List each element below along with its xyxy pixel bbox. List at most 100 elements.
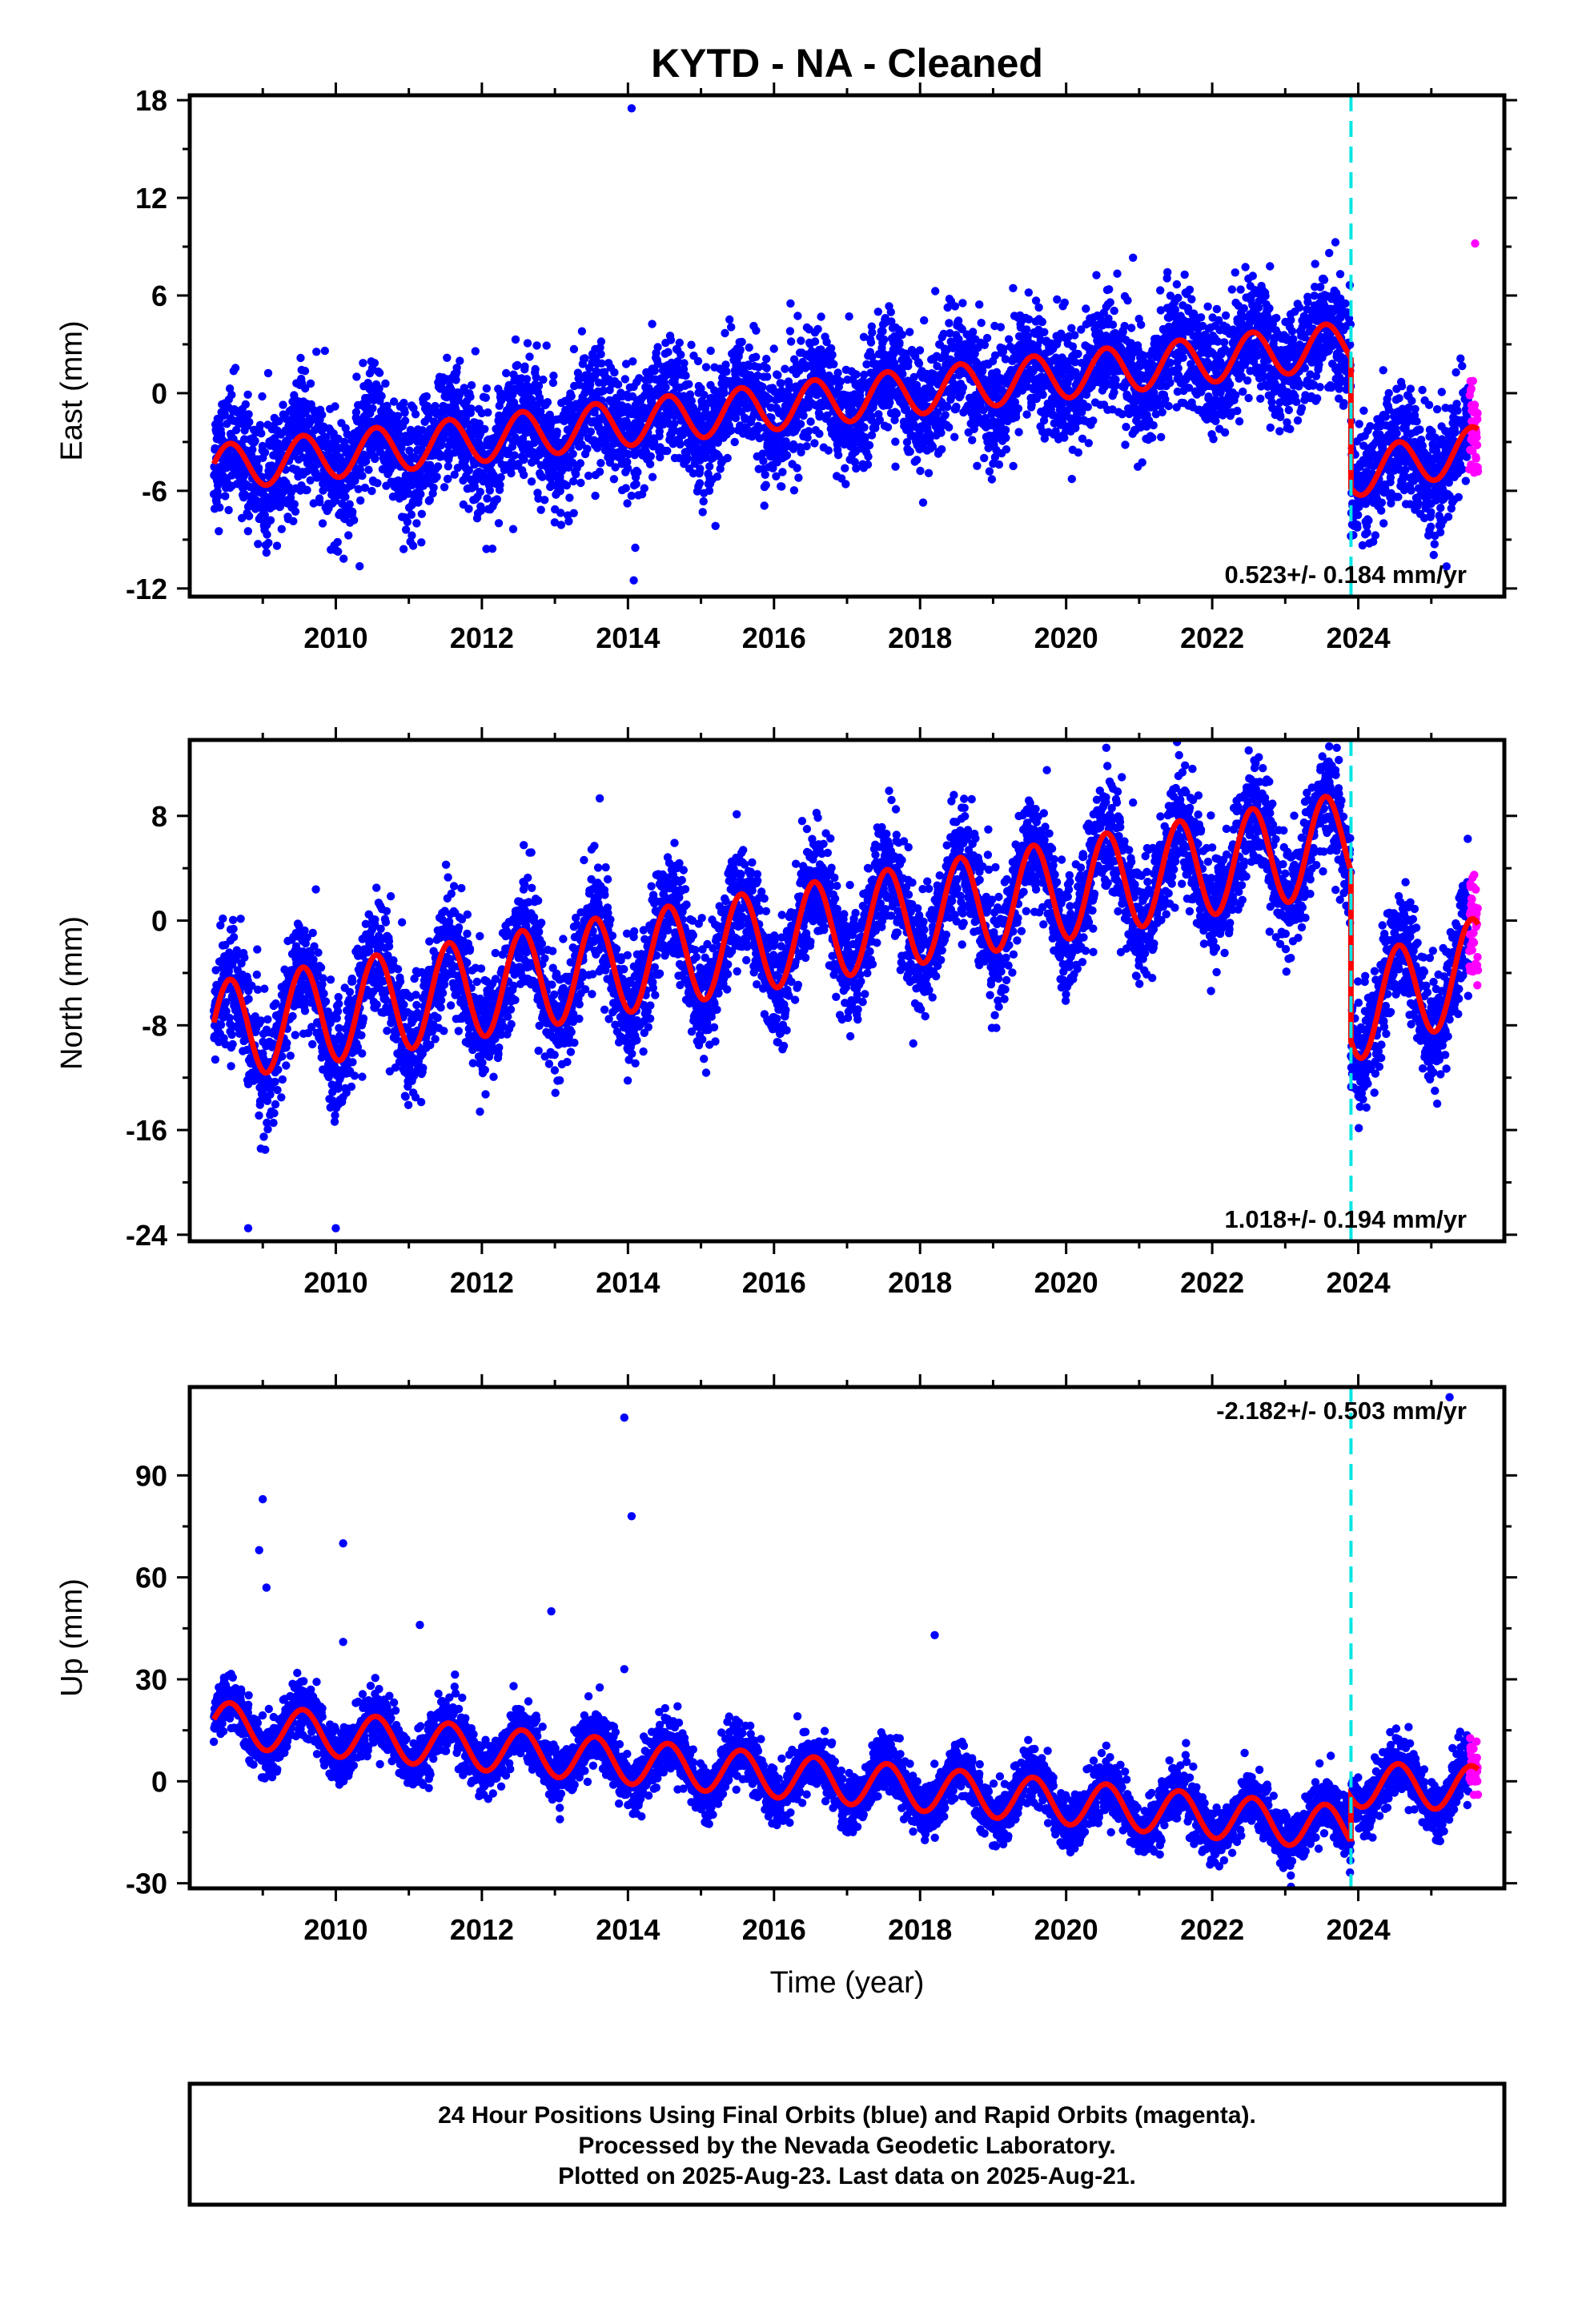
final-orbit-point bbox=[841, 464, 849, 472]
final-orbit-point bbox=[237, 513, 247, 523]
final-orbit-point bbox=[802, 442, 811, 451]
final-orbit-point bbox=[331, 402, 339, 411]
final-orbit-point bbox=[296, 353, 305, 363]
final-orbit-point bbox=[911, 412, 920, 421]
final-orbit-point bbox=[752, 326, 761, 335]
final-orbit-point bbox=[400, 408, 409, 417]
final-orbit-point bbox=[543, 398, 552, 407]
final-orbit-point bbox=[1166, 358, 1174, 368]
final-orbit-point bbox=[1166, 378, 1174, 388]
final-orbit-point bbox=[1237, 372, 1247, 381]
final-orbit-point bbox=[653, 360, 662, 368]
final-orbit-point bbox=[916, 466, 925, 476]
final-orbit-point bbox=[464, 452, 473, 461]
final-orbit-point bbox=[1149, 420, 1158, 430]
final-orbit-point bbox=[257, 429, 266, 438]
final-orbit-point bbox=[864, 452, 873, 461]
final-orbit-point bbox=[1180, 270, 1189, 279]
final-orbit-point bbox=[341, 493, 350, 501]
final-orbit-point bbox=[417, 538, 426, 547]
final-orbit-point bbox=[883, 423, 893, 432]
final-orbit-point bbox=[1040, 328, 1049, 336]
final-orbit-point bbox=[975, 300, 984, 309]
final-orbit-point bbox=[1060, 433, 1069, 442]
final-orbit-point bbox=[289, 517, 298, 525]
final-orbit-point bbox=[409, 404, 418, 412]
final-orbit-point bbox=[623, 464, 632, 472]
final-orbit-point bbox=[456, 356, 464, 365]
final-orbit-point bbox=[931, 287, 940, 296]
final-orbit-point bbox=[244, 512, 254, 521]
final-orbit-point bbox=[405, 446, 414, 455]
final-orbit-point bbox=[352, 372, 361, 381]
final-orbit-point bbox=[400, 398, 408, 408]
final-orbit-point bbox=[244, 410, 253, 419]
final-orbit-point bbox=[1209, 435, 1218, 444]
final-orbit-point bbox=[850, 457, 860, 467]
final-orbit-point bbox=[697, 384, 705, 393]
final-orbit-point bbox=[389, 397, 399, 406]
final-orbit-point bbox=[777, 379, 785, 388]
final-orbit-point bbox=[898, 369, 907, 379]
final-orbit-point bbox=[1212, 304, 1222, 314]
final-orbit-point bbox=[789, 486, 799, 495]
final-orbit-point bbox=[1213, 337, 1223, 346]
final-orbit-point bbox=[552, 427, 561, 436]
final-orbit-point bbox=[393, 412, 403, 420]
final-orbit-point bbox=[685, 380, 693, 388]
final-orbit-point bbox=[815, 429, 824, 438]
final-orbit-point bbox=[1121, 440, 1130, 449]
final-orbit-point bbox=[354, 485, 363, 493]
final-orbit-point bbox=[467, 380, 476, 390]
final-orbit-point bbox=[1216, 360, 1226, 368]
final-orbit-point bbox=[817, 312, 825, 321]
final-orbit-point bbox=[727, 323, 736, 332]
final-orbit-point bbox=[584, 471, 593, 480]
final-orbit-point bbox=[675, 338, 684, 348]
final-orbit-point bbox=[685, 390, 695, 399]
final-orbit-point bbox=[980, 453, 989, 463]
final-orbit-point bbox=[1031, 296, 1041, 305]
final-orbit-point bbox=[407, 510, 416, 519]
final-orbit-point bbox=[646, 452, 655, 460]
final-orbit-point bbox=[264, 538, 273, 548]
final-orbit-point bbox=[1014, 428, 1023, 436]
final-orbit-point bbox=[464, 505, 473, 513]
final-orbit-point bbox=[444, 474, 452, 484]
final-orbit-point bbox=[781, 364, 789, 373]
final-orbit-point bbox=[887, 317, 896, 326]
final-orbit-point bbox=[318, 410, 327, 420]
final-orbit-point bbox=[891, 462, 900, 471]
final-orbit-point bbox=[470, 482, 479, 491]
final-orbit-point bbox=[736, 345, 745, 354]
final-orbit-point bbox=[532, 373, 540, 382]
final-orbit-point bbox=[994, 460, 1004, 469]
final-orbit-point bbox=[799, 411, 808, 420]
final-orbit-point bbox=[1054, 336, 1062, 345]
final-orbit-point bbox=[1163, 267, 1172, 277]
final-orbit-point bbox=[1113, 269, 1122, 278]
final-orbit-point bbox=[370, 359, 379, 368]
final-orbit-point bbox=[221, 492, 230, 501]
final-orbit-point bbox=[266, 516, 275, 525]
final-orbit-point bbox=[452, 364, 461, 372]
final-orbit-point bbox=[1089, 416, 1098, 425]
final-orbit-point bbox=[1196, 313, 1206, 322]
final-orbit-point bbox=[1077, 325, 1086, 334]
final-orbit-point bbox=[1172, 279, 1182, 289]
final-orbit-point bbox=[277, 525, 286, 533]
final-orbit-point bbox=[1051, 427, 1060, 436]
final-orbit-point bbox=[762, 355, 771, 364]
final-orbit-point bbox=[536, 407, 545, 416]
final-orbit-point bbox=[689, 468, 698, 478]
final-orbit-point bbox=[982, 333, 992, 343]
final-orbit-point bbox=[243, 390, 252, 399]
final-orbit-point bbox=[336, 444, 345, 452]
final-orbit-point bbox=[412, 519, 421, 528]
final-orbit-point bbox=[945, 319, 954, 328]
final-orbit-point bbox=[483, 494, 492, 503]
final-orbit-point bbox=[928, 442, 938, 451]
final-orbit-point bbox=[889, 349, 898, 358]
final-orbit-point bbox=[786, 299, 795, 308]
